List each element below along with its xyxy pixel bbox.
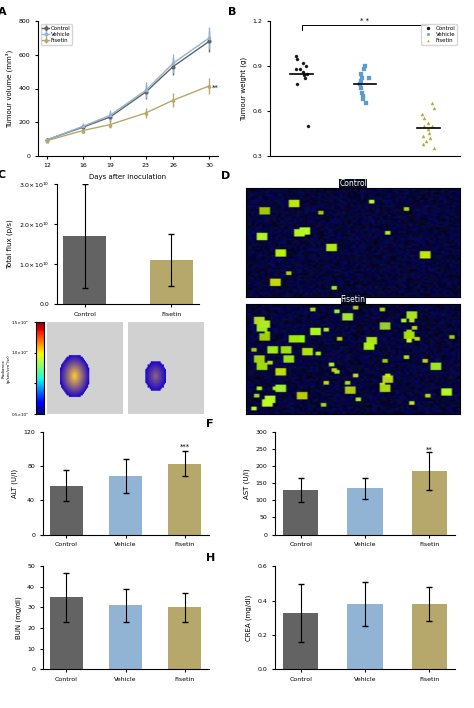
Bar xyxy=(64,236,107,304)
Text: C: C xyxy=(0,170,5,180)
Title: Control: Control xyxy=(339,178,367,188)
Text: H: H xyxy=(207,553,216,564)
Point xyxy=(428,120,436,132)
Point xyxy=(430,142,438,154)
Y-axis label: AST (U/l): AST (U/l) xyxy=(244,468,250,498)
Bar xyxy=(109,605,142,669)
Bar xyxy=(168,607,201,669)
Text: D: D xyxy=(221,171,230,181)
Text: ***: *** xyxy=(180,444,190,450)
Point xyxy=(358,72,366,84)
Point xyxy=(424,118,431,129)
Text: **: ** xyxy=(426,446,433,452)
Point xyxy=(419,138,427,149)
Point xyxy=(356,79,364,90)
Text: A: A xyxy=(0,6,7,16)
Point xyxy=(357,83,365,94)
Bar xyxy=(50,598,83,669)
Point xyxy=(425,123,432,135)
Bar xyxy=(411,604,447,669)
Point xyxy=(301,69,308,81)
Point xyxy=(422,135,429,147)
Bar xyxy=(149,261,192,304)
Point xyxy=(428,98,436,109)
Point xyxy=(358,87,366,98)
Point xyxy=(360,64,368,75)
Point xyxy=(302,60,310,72)
Point xyxy=(304,68,311,79)
Point xyxy=(426,132,433,144)
Text: * *: * * xyxy=(361,18,369,25)
Point xyxy=(363,98,370,109)
Y-axis label: Total flux (p/s): Total flux (p/s) xyxy=(7,219,13,269)
Legend: Control, Vehicle, Fisetin: Control, Vehicle, Fisetin xyxy=(421,24,457,45)
Bar xyxy=(168,464,201,535)
Point xyxy=(419,108,426,120)
Text: B: B xyxy=(228,6,237,16)
Point xyxy=(426,127,433,139)
Title: Fisetin: Fisetin xyxy=(341,295,365,304)
Y-axis label: CREA (mg/dl): CREA (mg/dl) xyxy=(246,595,252,641)
Point xyxy=(359,93,366,105)
Bar xyxy=(347,604,383,669)
Point xyxy=(419,131,427,142)
Point xyxy=(292,50,300,62)
Point xyxy=(357,75,365,86)
Point xyxy=(420,120,428,132)
Y-axis label: Tumour volume (mm³): Tumour volume (mm³) xyxy=(6,50,13,127)
Bar xyxy=(283,490,319,535)
Bar xyxy=(109,476,142,535)
Point xyxy=(299,67,307,78)
Legend: Control, Vehicle, Fisetin: Control, Vehicle, Fisetin xyxy=(41,24,72,45)
Point xyxy=(430,102,438,113)
Y-axis label: ALT (U/l): ALT (U/l) xyxy=(11,469,18,498)
Y-axis label: Radiance
(p/sec/cm²/sr): Radiance (p/sec/cm²/sr) xyxy=(2,354,10,382)
Point xyxy=(304,120,311,132)
Point xyxy=(357,68,365,79)
Point xyxy=(301,72,309,84)
Bar xyxy=(283,612,319,669)
Point xyxy=(420,113,428,124)
Bar xyxy=(347,489,383,535)
Point xyxy=(292,64,300,75)
Point xyxy=(365,72,373,84)
Y-axis label: Tumour weight (g): Tumour weight (g) xyxy=(241,57,247,120)
Bar xyxy=(411,472,447,535)
Point xyxy=(362,60,369,72)
Point xyxy=(359,91,367,102)
Point xyxy=(293,79,301,90)
Bar xyxy=(50,486,83,535)
Point xyxy=(296,64,304,75)
Point xyxy=(293,53,301,64)
Y-axis label: BUN (mg/dl): BUN (mg/dl) xyxy=(15,596,22,639)
Point xyxy=(299,57,307,69)
X-axis label: Days after inoculation: Days after inoculation xyxy=(90,174,166,180)
Text: **: ** xyxy=(212,84,219,91)
Text: F: F xyxy=(207,418,214,429)
